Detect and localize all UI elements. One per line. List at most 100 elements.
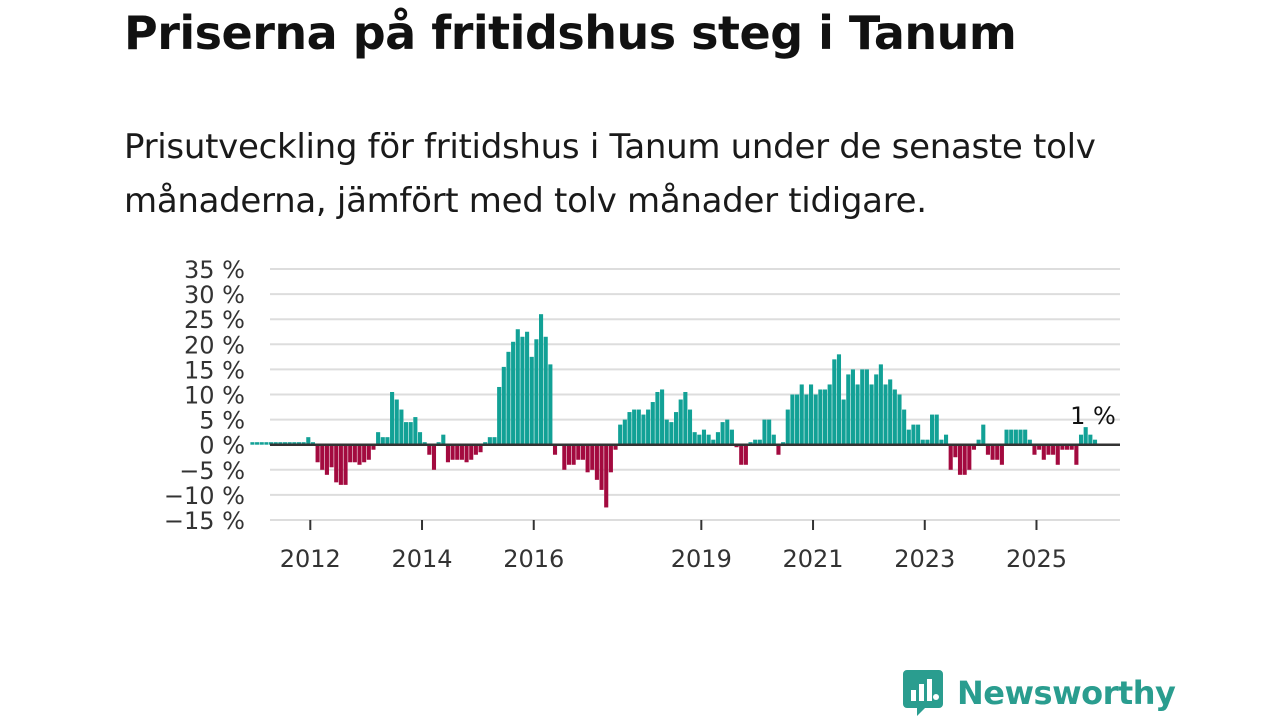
bar: [813, 394, 818, 445]
logo-text: Newsworthy: [957, 674, 1176, 712]
bar: [1060, 444, 1065, 450]
bar: [525, 331, 530, 445]
bar: [613, 444, 618, 450]
bar: [981, 424, 986, 445]
bar: [1004, 429, 1009, 445]
bar: [1013, 429, 1018, 445]
bar: [795, 394, 800, 445]
bar: [506, 351, 511, 445]
bar: [459, 444, 464, 460]
bar: [473, 444, 478, 455]
bar: [296, 442, 302, 445]
bar: [422, 442, 427, 445]
bar: [767, 419, 772, 445]
bar: [515, 329, 520, 445]
bar: [250, 442, 255, 445]
bar: [478, 444, 483, 453]
bar: [985, 444, 990, 455]
y-tick-label: −10 %: [164, 482, 245, 510]
bar: [1046, 444, 1051, 455]
bar: [431, 444, 437, 470]
bar: [743, 444, 748, 465]
bar: [1083, 427, 1088, 445]
bar: [310, 442, 315, 445]
bar: [674, 412, 679, 445]
bar: [734, 444, 739, 448]
bar: [357, 444, 362, 465]
x-tick-label: 2014: [391, 545, 452, 573]
bar: [618, 424, 623, 445]
bar: [292, 442, 297, 445]
bar: [1088, 434, 1093, 445]
bar: [748, 442, 753, 445]
y-tick-label: 25 %: [184, 306, 245, 334]
bar: [627, 412, 632, 445]
y-tick-label: 5 %: [199, 407, 245, 435]
bar: [427, 444, 432, 455]
bar: [822, 389, 828, 445]
bar: [636, 409, 641, 445]
bar: [315, 444, 320, 463]
bar: [841, 399, 846, 445]
bar: [1018, 429, 1023, 445]
bar: [808, 384, 814, 445]
bar: [990, 444, 995, 460]
bar: [273, 442, 278, 445]
bar: [608, 444, 613, 473]
bar: [436, 442, 441, 445]
bar: [971, 444, 977, 450]
bar: [771, 434, 776, 445]
bar: [413, 417, 418, 445]
bar: [282, 442, 288, 445]
bar: [334, 444, 339, 483]
bar: [888, 379, 893, 445]
bar: [850, 369, 855, 445]
bar: [878, 364, 883, 445]
bar: [599, 444, 604, 490]
bar: [650, 402, 655, 445]
bar: [492, 437, 497, 445]
bar: [697, 434, 702, 445]
bar: [1074, 444, 1079, 465]
bar: [604, 444, 609, 508]
bar: [678, 399, 683, 445]
bar: [687, 409, 693, 445]
bar: [385, 437, 390, 445]
bar: [646, 409, 651, 445]
bar: [1009, 429, 1014, 445]
bar: [720, 422, 725, 445]
bar: [255, 442, 260, 445]
y-tick-label: −5 %: [179, 457, 245, 485]
bar: [376, 432, 381, 445]
grid-lines: [270, 268, 1120, 521]
bars: [250, 314, 1098, 508]
bar: [869, 384, 874, 445]
x-tick-label: 2016: [503, 545, 564, 573]
x-tick-label: 2025: [1006, 545, 1067, 573]
y-tick-label: 15 %: [184, 356, 245, 384]
y-tick-label: 20 %: [184, 331, 245, 359]
bar: [999, 444, 1004, 465]
x-tick-label: 2019: [671, 545, 732, 573]
y-tick-label: 30 %: [184, 281, 245, 309]
bar: [404, 422, 409, 445]
bar: [287, 442, 292, 445]
bar: [566, 444, 572, 465]
bar: [962, 444, 967, 475]
bar: [408, 422, 413, 445]
bar: [529, 356, 534, 445]
bar: [1023, 429, 1028, 445]
bar: [483, 442, 488, 445]
bar: [715, 432, 720, 445]
bar: [781, 442, 786, 445]
bar: [739, 444, 744, 465]
bar: [501, 366, 506, 445]
bar: [920, 439, 925, 445]
bar: [585, 444, 590, 473]
bar: [874, 374, 879, 445]
bar: [1032, 444, 1037, 455]
chart-subtitle: Prisutveckling för fritidshus i Tanum un…: [124, 127, 1096, 221]
bar: [259, 442, 264, 445]
y-tick-label: 35 %: [184, 256, 245, 284]
